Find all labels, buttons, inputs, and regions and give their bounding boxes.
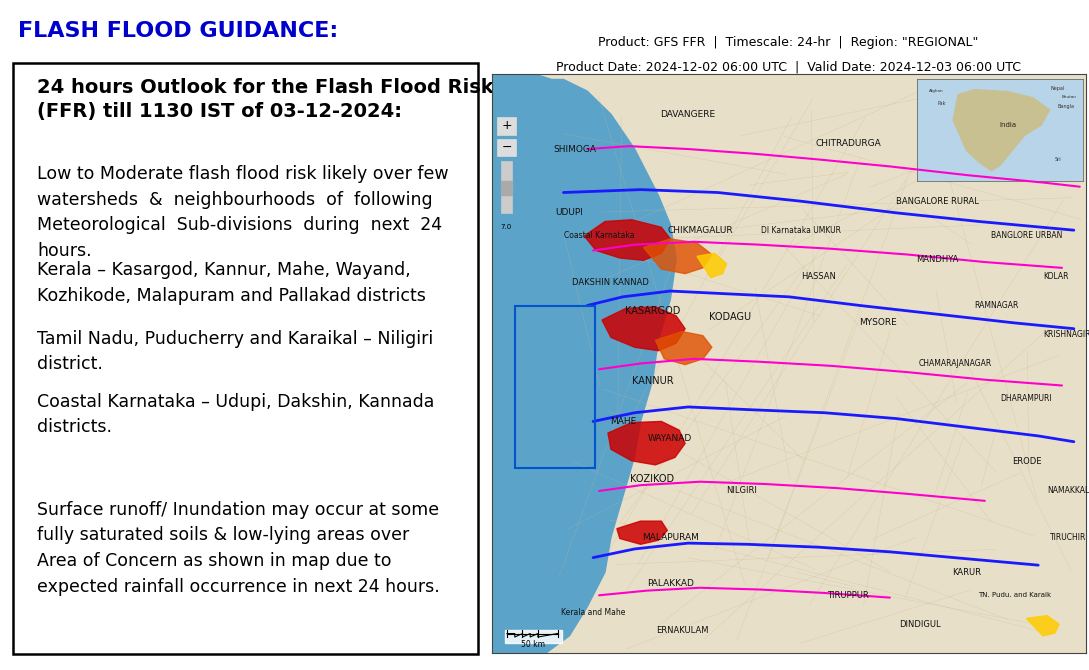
- Text: PALAKKAD: PALAKKAD: [647, 579, 694, 588]
- Text: DHARAMPURI: DHARAMPURI: [1001, 394, 1052, 403]
- Text: Kerala – Kasargod, Kannur, Mahe, Wayand,
Kozhikode, Malapuram and Pallakad distr: Kerala – Kasargod, Kannur, Mahe, Wayand,…: [37, 261, 426, 305]
- Text: NILGIRI: NILGIRI: [726, 486, 757, 496]
- Text: CHITRADURGA: CHITRADURGA: [816, 139, 881, 148]
- Bar: [501, 161, 513, 213]
- Text: KASARGOD: KASARGOD: [625, 306, 681, 316]
- Text: BANGALORE RURAL: BANGALORE RURAL: [896, 197, 979, 206]
- Bar: [497, 139, 516, 156]
- Text: (FFR) till 1130 IST of 03-12-2024:: (FFR) till 1130 IST of 03-12-2024:: [37, 102, 402, 121]
- Text: TN. Pudu. and Karaik: TN. Pudu. and Karaik: [978, 592, 1051, 598]
- Text: Low to Moderate flash flood risk likely over few
watersheds  &  neighbourhoods  : Low to Moderate flash flood risk likely …: [37, 165, 449, 260]
- Text: KODAGU: KODAGU: [709, 312, 750, 322]
- Text: 7.0: 7.0: [501, 224, 512, 230]
- FancyBboxPatch shape: [13, 63, 478, 654]
- Text: MYSORE: MYSORE: [859, 318, 897, 328]
- Text: DI Karnataka UMKUR: DI Karnataka UMKUR: [761, 226, 841, 234]
- Text: DAKSHIN KANNAD: DAKSHIN KANNAD: [573, 278, 649, 287]
- Polygon shape: [616, 521, 668, 544]
- Polygon shape: [1027, 616, 1059, 636]
- Text: +: +: [501, 119, 512, 133]
- Text: TIRUPPUR: TIRUPPUR: [828, 591, 869, 600]
- Text: WAYANAD: WAYANAD: [648, 434, 693, 444]
- Text: Tamil Nadu, Puducherry and Karaikal – Niligiri
district.: Tamil Nadu, Puducherry and Karaikal – Ni…: [37, 330, 433, 373]
- Text: KRISHNAGIRI: KRISHNAGIRI: [1043, 330, 1089, 339]
- Text: DINDIGUL: DINDIGUL: [898, 620, 941, 628]
- Text: Kerala and Mahe: Kerala and Mahe: [561, 608, 625, 617]
- Text: ERNAKULAM: ERNAKULAM: [656, 626, 709, 634]
- Text: UDUPI: UDUPI: [555, 208, 584, 217]
- Polygon shape: [697, 253, 726, 277]
- Polygon shape: [602, 307, 685, 350]
- Text: KOZIKOD: KOZIKOD: [631, 474, 674, 484]
- Text: ERODE: ERODE: [1012, 458, 1041, 466]
- Text: CHAMARAJANAGAR: CHAMARAJANAGAR: [918, 359, 992, 368]
- Polygon shape: [584, 220, 671, 261]
- Text: KANNUR: KANNUR: [632, 376, 673, 386]
- Text: SHIMOGA: SHIMOGA: [554, 145, 597, 153]
- Text: CHIKMAGALUR: CHIKMAGALUR: [668, 226, 733, 234]
- Text: TIRUCHIR: TIRUCHIR: [1050, 533, 1086, 542]
- Polygon shape: [656, 332, 712, 364]
- Text: RAMNAGAR: RAMNAGAR: [975, 301, 1019, 310]
- Text: −: −: [501, 141, 512, 154]
- Text: 24 hours Outlook for the Flash Flood Risk: 24 hours Outlook for the Flash Flood Ris…: [37, 78, 493, 97]
- Text: Coastal Karnataka: Coastal Karnataka: [564, 231, 634, 241]
- Text: NAMAKKAL: NAMAKKAL: [1047, 486, 1089, 496]
- Bar: [497, 117, 516, 135]
- Text: KARUR: KARUR: [953, 567, 981, 577]
- Text: MAHE: MAHE: [610, 417, 636, 426]
- Text: 50 km: 50 km: [521, 641, 544, 649]
- Text: KOLAR: KOLAR: [1043, 272, 1068, 281]
- Polygon shape: [608, 421, 685, 465]
- Text: FLASH FLOOD GUIDANCE:: FLASH FLOOD GUIDANCE:: [19, 21, 339, 41]
- Text: Product Date: 2024-12-02 06:00 UTC  |  Valid Date: 2024-12-03 06:00 UTC: Product Date: 2024-12-02 06:00 UTC | Val…: [556, 60, 1020, 73]
- Text: MALAPURAM: MALAPURAM: [641, 533, 699, 542]
- Bar: [515, 306, 595, 468]
- Text: HASSAN: HASSAN: [802, 272, 836, 281]
- Bar: [501, 181, 513, 196]
- Text: Surface runoff/ Inundation may occur at some
fully saturated soils & low-lying a: Surface runoff/ Inundation may occur at …: [37, 500, 440, 596]
- Polygon shape: [644, 239, 712, 273]
- Text: DAVANGERE: DAVANGERE: [661, 110, 715, 119]
- Text: MANDHYA: MANDHYA: [916, 255, 958, 264]
- Text: Product: GFS FFR  |  Timescale: 24-hr  |  Region: "REGIONAL": Product: GFS FFR | Timescale: 24-hr | Re…: [598, 36, 979, 49]
- Text: Coastal Karnataka – Udupi, Dakshin, Kannada
districts.: Coastal Karnataka – Udupi, Dakshin, Kann…: [37, 393, 435, 436]
- Bar: [505, 630, 562, 643]
- Text: BANGLORE URBAN: BANGLORE URBAN: [991, 231, 1062, 241]
- Polygon shape: [492, 74, 676, 653]
